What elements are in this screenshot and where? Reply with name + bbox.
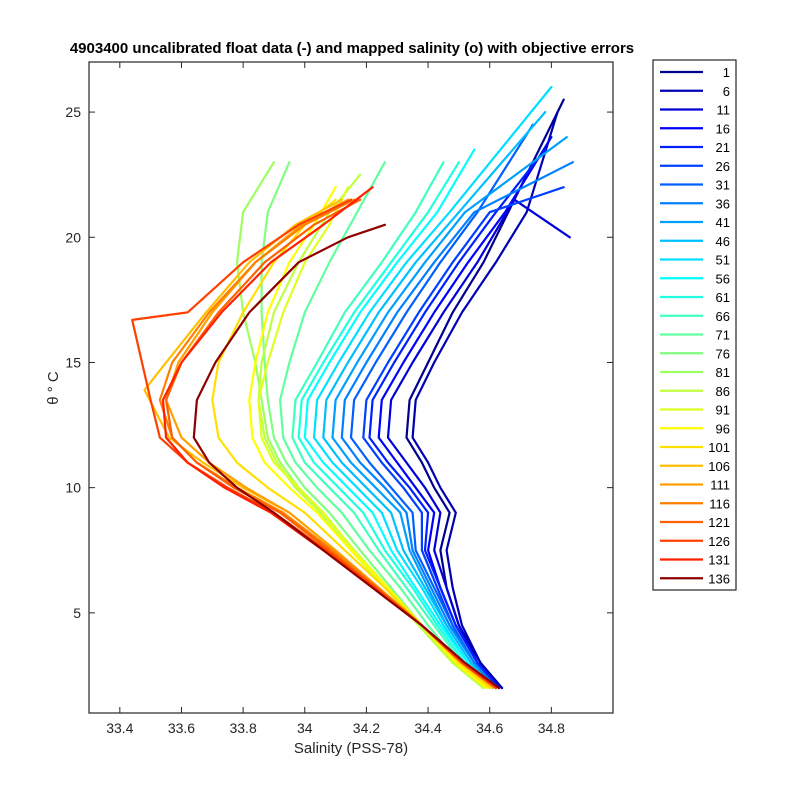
x-tick-label: 34.8 xyxy=(538,720,565,736)
legend-label-106: 106 xyxy=(708,459,730,474)
series-line-51 xyxy=(312,85,553,690)
y-tick-label: 5 xyxy=(73,605,81,621)
series-line-66 xyxy=(291,161,488,690)
x-tick-label: 34.4 xyxy=(414,720,441,736)
legend-label-116: 116 xyxy=(709,496,730,511)
legend-label-41: 41 xyxy=(716,215,730,230)
legend-label-51: 51 xyxy=(716,253,730,268)
legend-label-131: 131 xyxy=(708,553,730,568)
x-tick-label: 33.8 xyxy=(229,720,256,736)
legend-label-31: 31 xyxy=(716,178,730,193)
series-line-101 xyxy=(211,198,491,690)
series-line-71 xyxy=(279,161,488,690)
series-line-6 xyxy=(411,110,559,690)
x-tick-label: 34.6 xyxy=(476,720,503,736)
legend-label-21: 21 xyxy=(716,140,730,155)
legend-label-6: 6 xyxy=(723,84,730,99)
legend-label-71: 71 xyxy=(716,328,730,343)
y-axis-label: θ ° C xyxy=(45,371,62,405)
series-line-11 xyxy=(386,198,571,690)
legend-label-111: 111 xyxy=(710,478,730,493)
legend-label-66: 66 xyxy=(716,309,730,324)
legend-label-136: 136 xyxy=(708,571,730,586)
x-tick-label: 34 xyxy=(297,720,313,736)
legend-box xyxy=(652,59,737,591)
legend-label-126: 126 xyxy=(708,534,730,549)
x-axis-label: Salinity (PSS-78) xyxy=(294,740,408,757)
legend-label-76: 76 xyxy=(716,346,730,361)
x-tick-label: 34.2 xyxy=(353,720,380,736)
x-tick-label: 33.6 xyxy=(168,720,195,736)
legend-label-36: 36 xyxy=(716,196,730,211)
legend-label-96: 96 xyxy=(716,421,730,436)
legend-label-26: 26 xyxy=(716,159,730,174)
series-line-46 xyxy=(322,110,547,690)
x-axis: 33.4 33.6 33.8 34 34.2 34.4 34.6 34.8 xyxy=(106,62,565,736)
legend-label-101: 101 xyxy=(708,440,730,455)
series-line-61 xyxy=(297,161,491,690)
y-axis: 5 10 15 20 25 xyxy=(65,104,613,621)
series-layer xyxy=(131,85,575,690)
legend-label-46: 46 xyxy=(716,234,730,249)
plot-frame xyxy=(88,61,614,714)
legend-label-81: 81 xyxy=(716,365,730,380)
series-line-56 xyxy=(303,148,491,690)
legend: 1611162126313641465156616671768186919610… xyxy=(660,65,730,586)
y-tick-label: 25 xyxy=(65,104,81,120)
legend-label-16: 16 xyxy=(716,121,730,136)
y-tick-label: 15 xyxy=(65,354,81,370)
legend-label-121: 121 xyxy=(708,515,730,530)
legend-label-61: 61 xyxy=(716,290,730,305)
legend-label-91: 91 xyxy=(716,403,730,418)
y-tick-label: 10 xyxy=(65,480,81,496)
series-line-136 xyxy=(192,223,501,690)
x-tick-label: 33.4 xyxy=(106,720,133,736)
legend-label-1: 1 xyxy=(723,65,730,80)
legend-label-11: 11 xyxy=(717,103,731,118)
series-line-21 xyxy=(368,148,547,690)
y-tick-label: 20 xyxy=(65,229,81,245)
series-line-36 xyxy=(340,161,575,690)
legend-label-86: 86 xyxy=(716,384,730,399)
legend-label-56: 56 xyxy=(716,271,730,286)
chart-title: 4903400 uncalibrated float data (-) and … xyxy=(70,40,634,57)
series-line-31 xyxy=(349,123,535,690)
